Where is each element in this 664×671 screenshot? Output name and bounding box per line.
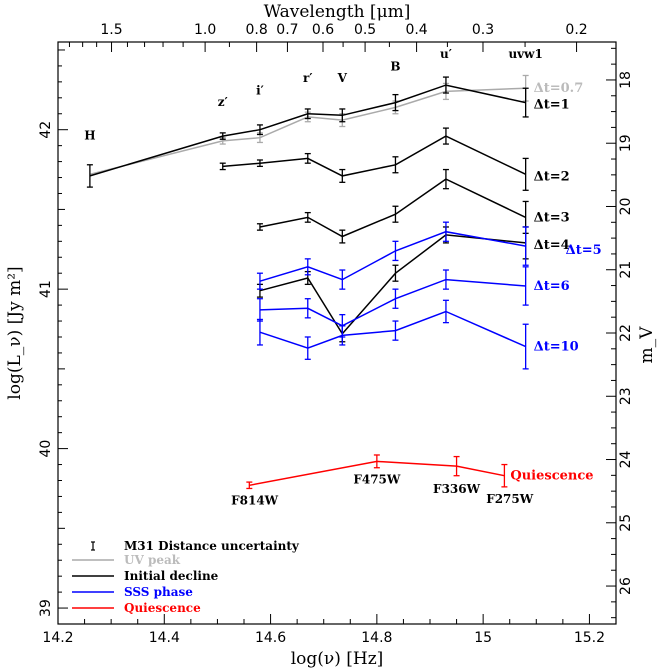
series-line: [259, 234, 526, 336]
x-tick-label: 14.2: [42, 630, 73, 646]
top-tick-label: 0.3: [472, 22, 494, 38]
plot-frame: [57, 41, 617, 625]
band-label: B: [390, 60, 400, 74]
y-tick-label: 40: [38, 440, 54, 458]
band-label: V: [337, 71, 348, 85]
top-tick-label: 0.7: [276, 22, 298, 38]
top-tick-label: 1.0: [194, 22, 216, 38]
y-tick-label: 42: [38, 121, 54, 139]
band-label: i′: [256, 84, 264, 98]
series-label: Δt=6: [534, 279, 570, 294]
y-tick-label: 41: [38, 280, 54, 298]
x-tick-label: 14.8: [361, 630, 392, 646]
labels-layer: Hz′i′r′ VBu′ uvw1Δt=0.7Δt=1Δt=2Δt=3Δt=4Δt=…: [84, 47, 601, 507]
right-axis-title: m_V: [637, 326, 657, 364]
y-tick-label: 39: [38, 599, 54, 617]
top-axis-title: Wavelength [μm]: [264, 2, 411, 22]
band-label: z′: [218, 95, 228, 109]
x-axis-title: log(ν) [Hz]: [291, 649, 384, 669]
right-tick-label: 24: [618, 451, 634, 469]
top-tick-label: 1.5: [100, 22, 122, 38]
top-tick-label: 0.6: [312, 22, 334, 38]
filter-label: F275W: [486, 492, 534, 506]
band-label: u′: [440, 47, 452, 61]
series-line: [89, 87, 526, 176]
right-tick-label: 25: [618, 514, 634, 532]
series-label: Δt=2: [534, 169, 570, 184]
top-tick-label: 0.2: [565, 22, 587, 38]
top-tick-label: 0.4: [405, 22, 427, 38]
filter-label: F336W: [433, 482, 481, 496]
band-label: uvw1: [508, 47, 542, 61]
filter-label: F814W: [231, 493, 279, 507]
series-label: Quiescence: [510, 469, 593, 484]
right-tick-label: 22: [618, 324, 634, 342]
band-label: r′: [303, 71, 313, 85]
right-tick-label: 21: [618, 261, 634, 279]
x-tick-label: 15.2: [574, 630, 605, 646]
x-tick-label: 15: [474, 630, 492, 646]
top-tick-label: 0.8: [245, 22, 267, 38]
series-label: Δt=10: [534, 340, 579, 355]
y-axis-title: log(L_ν) [Jy m²]: [5, 266, 25, 399]
series-line: [259, 310, 527, 349]
series-label: Δt=0.7: [534, 81, 584, 96]
x-tick-label: 14.4: [149, 630, 180, 646]
legend-label: Initial decline: [124, 569, 219, 583]
right-tick-label: 23: [618, 387, 634, 405]
top-tick-label: 0.5: [354, 22, 376, 38]
legend-label: UV peak: [124, 553, 181, 567]
x-tick-label: 14.6: [255, 630, 286, 646]
legend-label: Quiescence: [124, 601, 201, 615]
series-line: [222, 135, 527, 177]
right-tick-label: 18: [618, 71, 634, 89]
series-label: Δt=3: [534, 210, 570, 225]
band-label: H: [84, 128, 95, 142]
series-label: Δt=1: [534, 98, 570, 113]
right-tick-label: 26: [618, 577, 634, 595]
series-line: [259, 278, 526, 327]
series-line: [89, 84, 526, 177]
data-layer: [86, 74, 529, 490]
filter-label: F475W: [353, 473, 401, 487]
series-label: Δt=4: [534, 238, 570, 253]
series-label: Δt=5: [566, 243, 602, 258]
right-tick-label: 20: [618, 198, 634, 216]
series-line: [249, 460, 505, 487]
series-line: [259, 178, 527, 238]
axes-layer: 14.2 14.4 14.6 14.8 15 15.2 39 40 41 42 18 19 20 21 22…: [38, 22, 634, 646]
legend-label: SSS phase: [124, 585, 193, 599]
series-line: [259, 230, 526, 282]
right-tick-label: 19: [618, 134, 634, 152]
legend-distance-label: M31 Distance uncertainty: [124, 539, 300, 553]
